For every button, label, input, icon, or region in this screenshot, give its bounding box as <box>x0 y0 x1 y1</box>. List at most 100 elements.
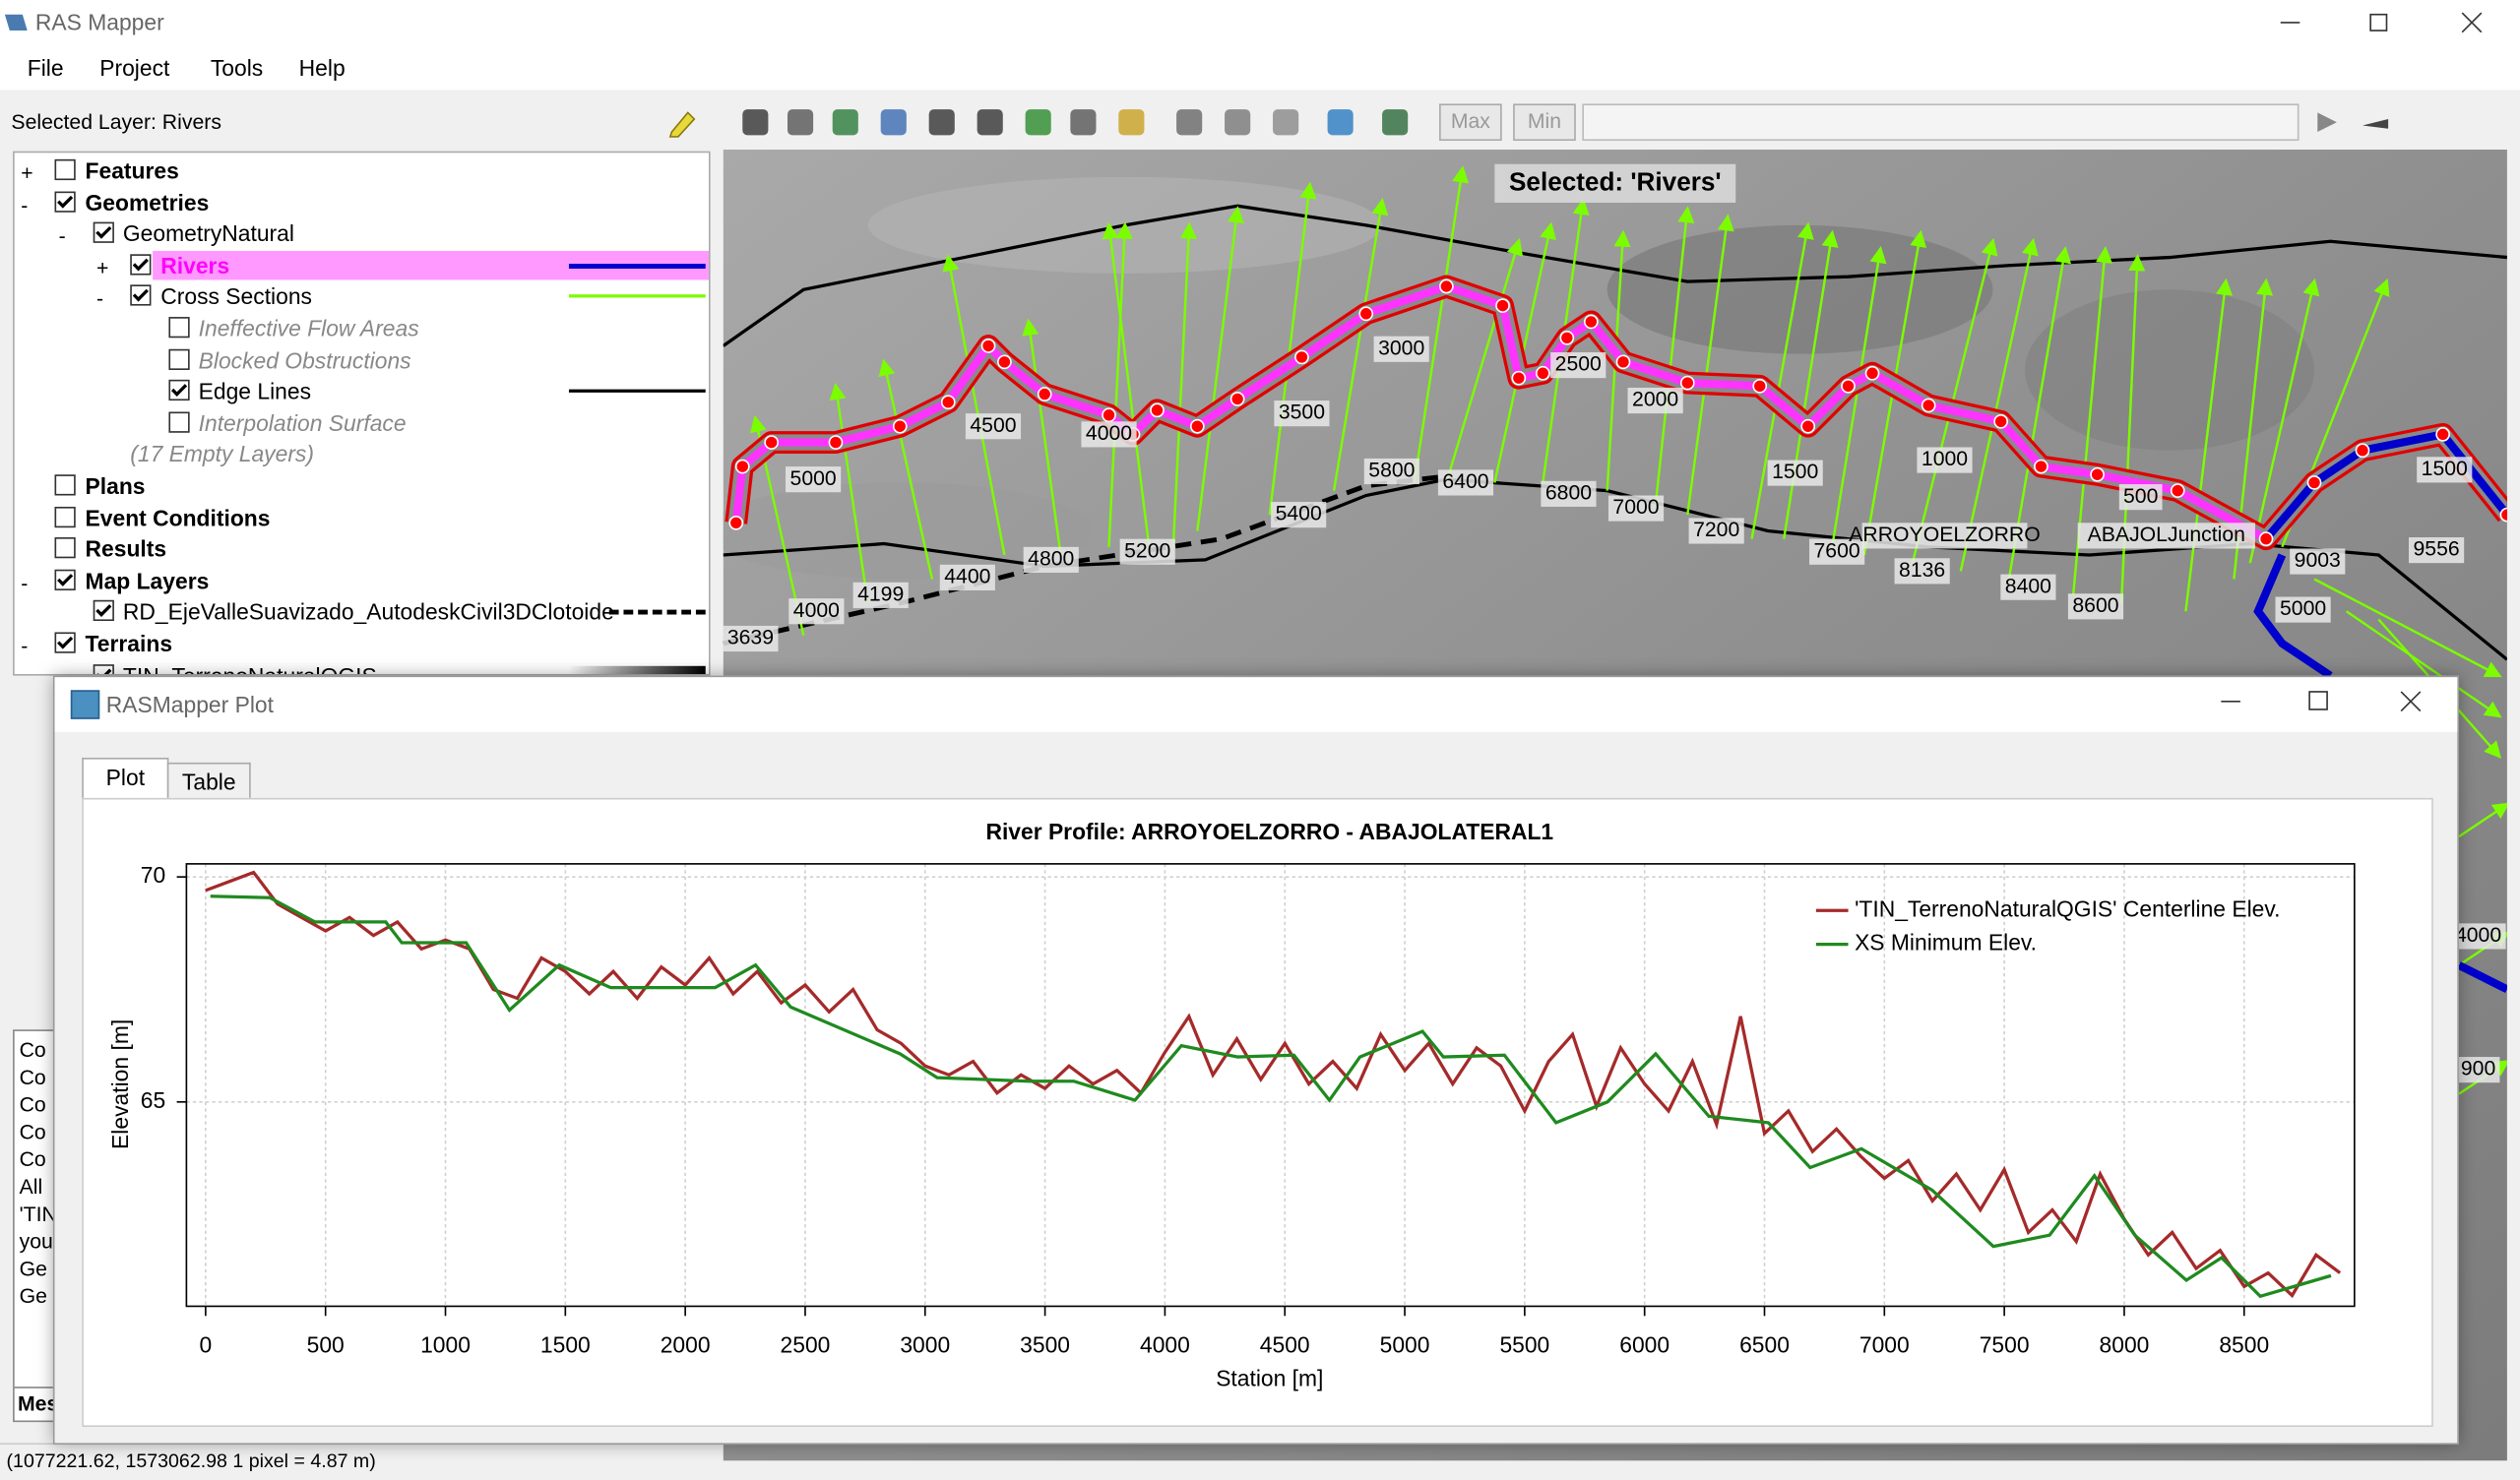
station-label: 4000 <box>2455 924 2501 947</box>
layer-label[interactable]: Features <box>85 157 179 184</box>
station-label-bg <box>1437 469 1494 496</box>
layer-label[interactable]: Blocked Obstructions <box>198 346 411 373</box>
layer-checkbox[interactable] <box>167 380 189 401</box>
x-tick-label: 5000 <box>1380 1331 1430 1357</box>
toolbar-icon[interactable] <box>1225 109 1251 136</box>
layer-checkbox[interactable] <box>167 317 189 339</box>
river-point <box>1864 365 1880 381</box>
cross-section <box>942 254 1006 556</box>
menu-item[interactable]: Help <box>298 54 346 81</box>
expander[interactable]: - <box>21 571 29 595</box>
close-button[interactable] <box>2461 12 2483 33</box>
expander[interactable]: - <box>21 634 29 658</box>
layer-label[interactable]: Results <box>85 535 167 562</box>
station-label-bg <box>723 625 779 652</box>
station-label: ARROYOELZORRO <box>1849 524 2040 546</box>
expander[interactable]: - <box>95 286 104 312</box>
layer-symbol <box>608 610 706 616</box>
layer-checkbox[interactable] <box>54 474 76 496</box>
layer-checkbox[interactable] <box>54 632 76 653</box>
series-line <box>205 870 2342 1299</box>
layer-checkbox[interactable] <box>54 569 76 590</box>
station-label-bg <box>965 413 1022 440</box>
toolbar-icon[interactable] <box>976 109 1003 136</box>
layer-label[interactable]: Plans <box>85 472 146 499</box>
station-label-bg <box>1688 518 1744 544</box>
river-other <box>2457 961 2507 994</box>
layer-label[interactable]: Ineffective Flow Areas <box>198 315 419 341</box>
layer-checkbox[interactable] <box>92 221 114 244</box>
station-label-bg <box>1023 546 1079 573</box>
layer-checkbox[interactable] <box>54 506 76 527</box>
layer-label[interactable]: Cross Sections <box>160 283 312 310</box>
layer-label[interactable]: TIN_TerrenoNaturalQGIS <box>122 661 377 676</box>
layer-label[interactable]: Rivers <box>160 252 230 278</box>
river-point <box>2258 531 2274 547</box>
menu-item[interactable]: File <box>27 54 64 81</box>
plot-tab[interactable]: Table <box>166 762 251 800</box>
menu-item[interactable]: Project <box>99 54 170 81</box>
plot-maximize[interactable] <box>2308 691 2328 710</box>
layer-label[interactable]: RD_EjeValleSuavizado_AutodeskCivil3DClot… <box>122 598 614 625</box>
menu-bar-bg <box>0 48 2520 91</box>
layer-label[interactable]: Edge Lines <box>198 378 312 404</box>
layer-checkbox[interactable] <box>167 411 189 433</box>
layer-checkbox[interactable] <box>167 348 189 370</box>
layer-checkbox[interactable] <box>130 253 152 276</box>
animate-button[interactable] <box>2362 118 2389 129</box>
toolbar-icon[interactable] <box>880 109 907 136</box>
toolbar-icon[interactable] <box>1327 109 1354 136</box>
play-button[interactable] <box>2317 112 2337 133</box>
river-point <box>2306 475 2322 490</box>
restore-button[interactable] <box>2369 13 2388 31</box>
layer-label[interactable]: Terrains <box>85 630 173 656</box>
expander[interactable]: - <box>58 223 66 249</box>
toolbar-button[interactable] <box>1439 103 1502 142</box>
layer-checkbox[interactable] <box>54 190 76 213</box>
toolbar-icon[interactable] <box>832 109 858 136</box>
layer-checkbox[interactable] <box>54 158 76 181</box>
expander[interactable]: + <box>95 255 109 280</box>
layer-label[interactable]: Interpolation Surface <box>198 409 407 436</box>
cross-section <box>1831 246 1887 548</box>
cross-section <box>2458 802 2507 838</box>
toolbar-button[interactable] <box>1513 103 1576 142</box>
toolbar-icon[interactable] <box>787 109 814 136</box>
plot-tab[interactable]: Plot <box>82 757 169 800</box>
message-line: All <box>19 1174 43 1199</box>
toolbar-button-label: Max <box>1451 110 1490 133</box>
toolbar-icon[interactable] <box>1118 109 1145 136</box>
layer-label[interactable]: Map Layers <box>85 567 210 593</box>
toolbar-icon[interactable] <box>928 109 955 136</box>
selected-layer-label: Selected Layer: Rivers <box>11 109 221 134</box>
layer-label[interactable]: (17 Empty Layers) <box>130 441 314 467</box>
toolbar-icon[interactable] <box>1070 109 1097 136</box>
river-point <box>1535 365 1550 381</box>
layer-checkbox[interactable] <box>130 284 152 307</box>
station-label: 2000 <box>1632 389 1678 411</box>
toolbar-icon[interactable] <box>1176 109 1203 136</box>
layer-checkbox[interactable] <box>92 600 114 622</box>
x-tick-label: 6000 <box>1619 1331 1670 1357</box>
toolbar-icon[interactable] <box>1382 109 1409 136</box>
plot-close[interactable] <box>2400 691 2422 712</box>
layer-label[interactable]: GeometryNatural <box>122 220 294 247</box>
layer-checkbox[interactable] <box>92 663 114 674</box>
layer-checkbox[interactable] <box>54 537 76 559</box>
cross-section <box>878 358 934 580</box>
expander[interactable]: + <box>21 160 33 185</box>
x-tick-label: 0 <box>200 1331 213 1357</box>
plot-controls <box>2221 691 2422 712</box>
edit-button[interactable] <box>665 106 701 139</box>
layer-label[interactable]: Event Conditions <box>85 504 271 530</box>
x-tick-label: 4500 <box>1260 1331 1310 1357</box>
menu-item[interactable]: Tools <box>210 54 264 81</box>
expander[interactable]: - <box>21 192 29 217</box>
toolbar-icon[interactable] <box>1025 109 1051 136</box>
toolbar-icon[interactable] <box>1273 109 1299 136</box>
scrollbar[interactable] <box>1582 103 2300 142</box>
station-label-bg <box>1607 495 1665 522</box>
toolbar-icon[interactable] <box>742 109 769 136</box>
layer-label[interactable]: Geometries <box>85 189 210 216</box>
